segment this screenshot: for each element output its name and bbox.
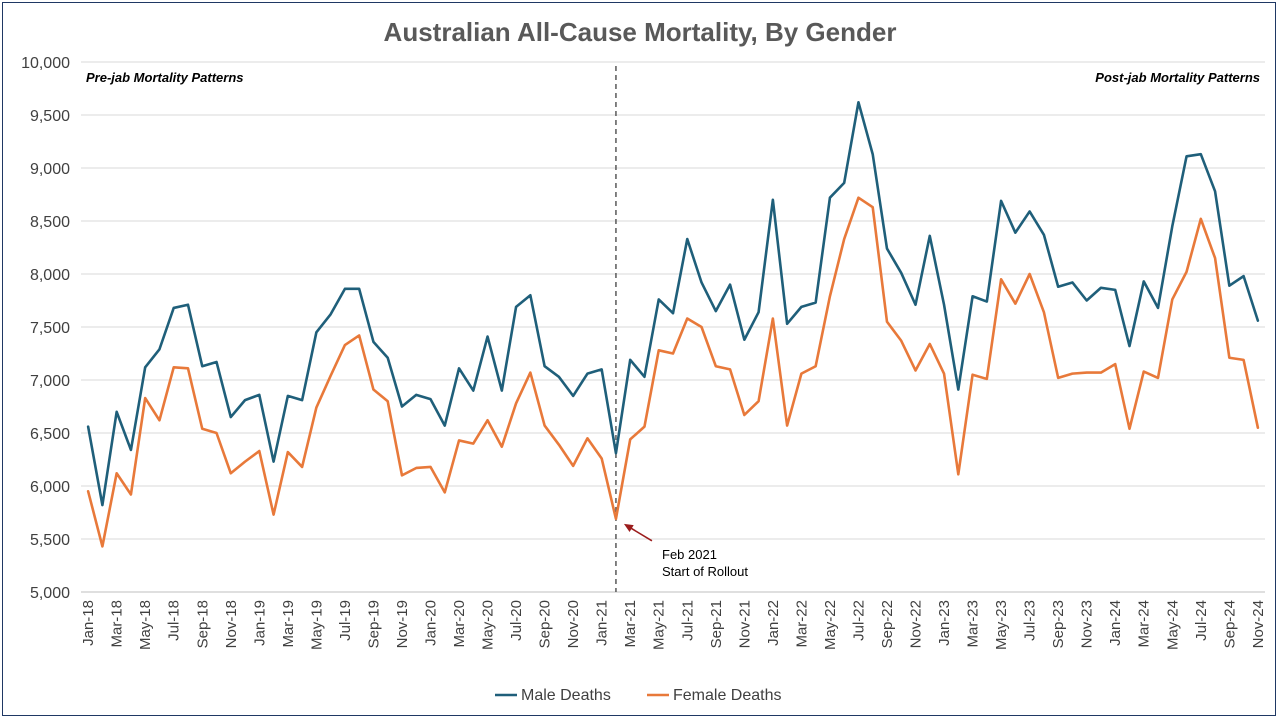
x-tick-label: Mar-18 (109, 600, 126, 648)
rollout-note-date: Feb 2021 (662, 547, 717, 562)
y-tick-label: 5,500 (30, 532, 70, 549)
y-tick-label: 7,000 (30, 373, 70, 390)
y-tick-label: 6,000 (30, 479, 70, 496)
x-tick-label: Mar-24 (1136, 600, 1153, 648)
x-tick-label: Nov-22 (908, 600, 925, 648)
x-tick-label: Jan-24 (1107, 600, 1124, 646)
x-tick-label: Mar-20 (451, 600, 468, 648)
rollout-note-label: Start of Rollout (662, 564, 748, 579)
x-tick-label: Nov-24 (1250, 600, 1267, 648)
x-tick-label: Mar-23 (965, 600, 982, 648)
x-tick-label: Jul-20 (508, 600, 525, 641)
y-tick-label: 6,500 (30, 426, 70, 443)
gridlines (81, 61, 1265, 593)
pre-jab-annotation: Pre-jab Mortality Patterns (86, 70, 244, 85)
x-tick-label: Nov-21 (736, 600, 753, 648)
y-axis-ticks: 5,000 5,500 6,000 6,500 7,000 7,500 8,000 8,500… (21, 55, 70, 602)
y-tick-label: 8,500 (30, 214, 70, 231)
x-tick-label: Sep-23 (1050, 600, 1067, 648)
y-tick-label: 7,500 (30, 320, 70, 337)
x-tick-label: Sep-20 (537, 600, 554, 648)
x-tick-label: Mar-19 (280, 600, 297, 648)
series-line-male (86, 100, 1260, 507)
post-jab-annotation: Post-jab Mortality Patterns (1095, 70, 1260, 85)
x-tick-label: Nov-23 (1079, 600, 1096, 648)
x-tick-label: Jan-22 (765, 600, 782, 646)
x-tick-label: May-21 (651, 600, 668, 650)
x-tick-label: Jan-18 (80, 600, 97, 646)
y-tick-label: 5,000 (30, 585, 70, 602)
x-tick-label: Jul-22 (850, 600, 867, 641)
x-tick-label: Jul-19 (337, 600, 354, 641)
x-tick-label: Sep-22 (879, 600, 896, 648)
rollout-arrow (627, 525, 653, 542)
x-tick-label: May-20 (480, 600, 497, 650)
x-tick-label: Nov-18 (223, 600, 240, 648)
chart-title: Australian All-Cause Mortality, By Gende… (384, 17, 897, 47)
x-tick-label: Sep-21 (708, 600, 725, 648)
x-axis-ticks: Jan-18 Mar-18 May-18 Jul-18 Sep-18 Nov-18 Jan-… (80, 600, 1267, 650)
x-tick-label: Nov-20 (565, 600, 582, 648)
x-tick-label: Sep-19 (365, 600, 382, 648)
x-tick-label: Jan-21 (594, 600, 611, 646)
series-layer (86, 100, 1260, 548)
y-tick-label: 9,000 (30, 161, 70, 178)
x-tick-label: Sep-24 (1221, 600, 1238, 648)
series-line-female (86, 196, 1260, 548)
legend: Male Deaths Female Deaths (495, 687, 782, 704)
x-tick-label: May-19 (308, 600, 325, 650)
rollout-arrow-head (623, 523, 634, 532)
x-tick-label: Jan-23 (936, 600, 953, 646)
legend-label-female: Female Deaths (673, 687, 782, 704)
y-tick-label: 10,000 (21, 55, 70, 72)
x-tick-label: Mar-22 (793, 600, 810, 648)
legend-label-male: Male Deaths (521, 687, 611, 704)
x-tick-label: Mar-21 (622, 600, 639, 648)
x-tick-label: Nov-19 (394, 600, 411, 648)
x-tick-label: May-22 (822, 600, 839, 650)
x-tick-label: Jul-23 (1022, 600, 1039, 641)
x-tick-label: Jan-20 (422, 600, 439, 646)
y-tick-label: 8,000 (30, 267, 70, 284)
x-tick-label: Sep-18 (194, 600, 211, 648)
x-tick-label: Jul-24 (1193, 600, 1210, 641)
x-tick-label: Jan-19 (251, 600, 268, 646)
y-tick-label: 9,500 (30, 108, 70, 125)
x-tick-label: Jul-21 (679, 600, 696, 641)
x-tick-label: May-23 (993, 600, 1010, 650)
chart-svg: Australian All-Cause Mortality, By Gende… (21, 17, 1267, 704)
x-tick-label: May-24 (1164, 600, 1181, 650)
x-tick-label: May-18 (137, 600, 154, 650)
x-tick-label: Jul-18 (166, 600, 183, 641)
